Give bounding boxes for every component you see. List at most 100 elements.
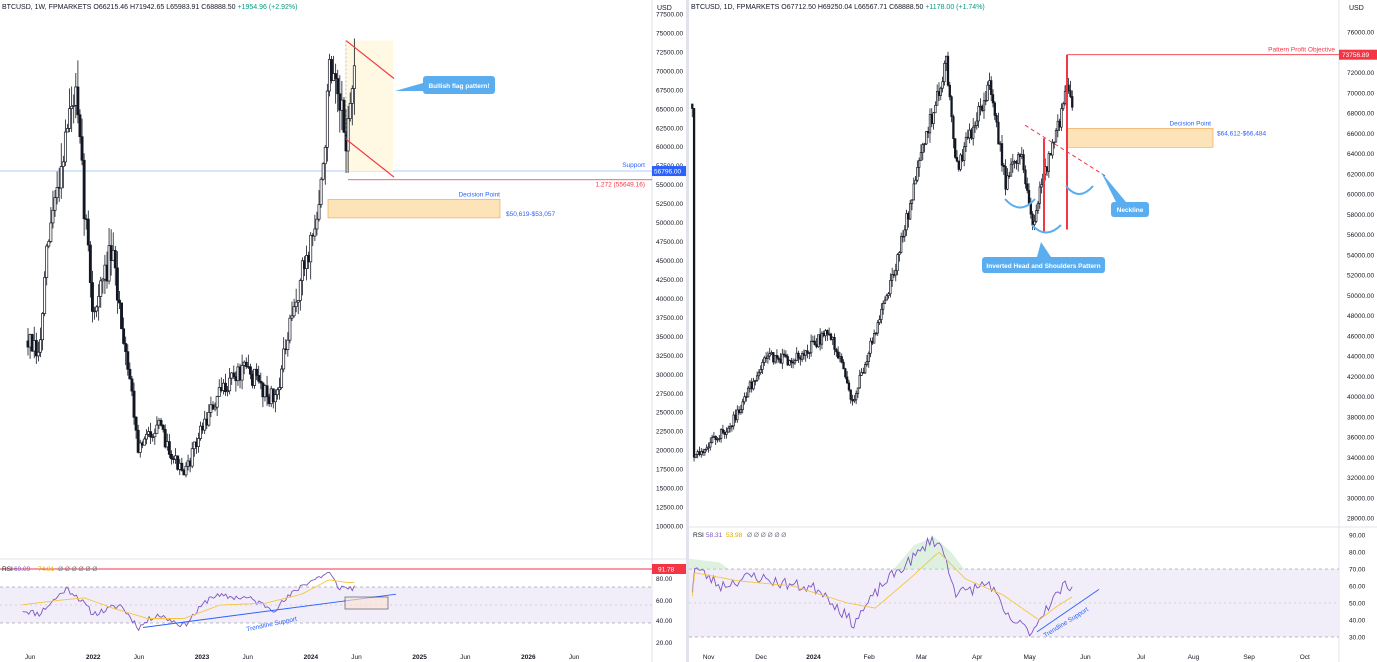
- candle[interactable]: [149, 422, 153, 445]
- candle[interactable]: [907, 211, 910, 228]
- candle[interactable]: [885, 293, 888, 301]
- candle[interactable]: [934, 101, 937, 114]
- candle[interactable]: [145, 429, 148, 445]
- candle[interactable]: [865, 355, 869, 367]
- panel-divider[interactable]: [686, 0, 689, 662]
- candle[interactable]: [892, 269, 896, 278]
- candle[interactable]: [757, 369, 761, 380]
- candle[interactable]: [730, 425, 734, 432]
- neckline[interactable]: [1024, 124, 1106, 177]
- candle[interactable]: [995, 112, 998, 128]
- candle[interactable]: [925, 130, 928, 146]
- daily-chart-svg[interactable]: 76000.0074000.0072000.0070000.0068000.00…: [689, 0, 1377, 662]
- candle[interactable]: [950, 95, 953, 123]
- candle[interactable]: [244, 357, 248, 370]
- candle[interactable]: [1004, 159, 1007, 196]
- candle[interactable]: [873, 329, 876, 344]
- candle[interactable]: [700, 448, 703, 458]
- candle[interactable]: [1022, 149, 1025, 174]
- candle[interactable]: [761, 359, 764, 374]
- candle[interactable]: [120, 302, 123, 330]
- candle[interactable]: [709, 437, 712, 451]
- candle[interactable]: [784, 350, 788, 359]
- candle[interactable]: [82, 153, 86, 236]
- candle[interactable]: [835, 347, 838, 357]
- candle[interactable]: [257, 365, 261, 384]
- candle[interactable]: [860, 368, 863, 377]
- candle[interactable]: [41, 312, 45, 351]
- candle[interactable]: [265, 375, 269, 406]
- candle[interactable]: [1067, 77, 1070, 94]
- candle[interactable]: [1051, 138, 1054, 159]
- candle[interactable]: [280, 365, 284, 390]
- candle[interactable]: [325, 83, 329, 162]
- candle[interactable]: [946, 51, 950, 87]
- candle[interactable]: [39, 327, 42, 358]
- candle[interactable]: [986, 81, 989, 102]
- candle[interactable]: [770, 350, 773, 356]
- candle[interactable]: [705, 444, 708, 452]
- candle[interactable]: [772, 352, 775, 365]
- candle[interactable]: [802, 349, 806, 360]
- candle[interactable]: [786, 354, 789, 366]
- candle[interactable]: [982, 92, 986, 119]
- candle[interactable]: [1009, 158, 1013, 177]
- candle[interactable]: [804, 349, 807, 362]
- candle[interactable]: [1015, 159, 1018, 170]
- candle[interactable]: [153, 428, 157, 445]
- candle[interactable]: [827, 327, 831, 336]
- daily-chart-panel[interactable]: BTCUSD, 1D, FPMARKETS O67712.50 H69250.0…: [689, 0, 1377, 662]
- candle[interactable]: [979, 98, 982, 116]
- candle[interactable]: [775, 349, 779, 364]
- candle[interactable]: [226, 386, 230, 397]
- candle[interactable]: [197, 432, 200, 453]
- candle[interactable]: [113, 245, 117, 286]
- candle[interactable]: [294, 288, 298, 313]
- candle[interactable]: [134, 416, 138, 439]
- candle[interactable]: [66, 123, 69, 133]
- candle[interactable]: [348, 92, 352, 122]
- candle[interactable]: [346, 105, 350, 173]
- candle[interactable]: [853, 394, 856, 403]
- candle[interactable]: [51, 190, 55, 229]
- candle[interactable]: [88, 241, 92, 298]
- candle[interactable]: [964, 132, 968, 153]
- weekly-chart-panel[interactable]: BTCUSD, 1W, FPMARKETS O66215.46 H71942.6…: [0, 0, 686, 662]
- candle[interactable]: [820, 331, 824, 350]
- candle[interactable]: [788, 359, 791, 366]
- candle[interactable]: [727, 425, 730, 433]
- candle[interactable]: [901, 230, 905, 243]
- candle[interactable]: [961, 149, 964, 163]
- candle[interactable]: [342, 97, 346, 134]
- candle[interactable]: [696, 449, 699, 459]
- candle[interactable]: [63, 119, 67, 167]
- candle[interactable]: [1024, 165, 1027, 189]
- candle[interactable]: [759, 365, 762, 375]
- candle[interactable]: [930, 108, 933, 128]
- candle[interactable]: [118, 291, 121, 309]
- candle[interactable]: [914, 175, 917, 185]
- candle[interactable]: [838, 352, 842, 363]
- candle[interactable]: [748, 380, 752, 393]
- candle[interactable]: [845, 371, 849, 384]
- candle[interactable]: [155, 416, 159, 434]
- candle[interactable]: [909, 199, 912, 221]
- decision-zone[interactable]: [327, 199, 501, 219]
- flag-upper-line[interactable]: [345, 40, 395, 79]
- candle[interactable]: [811, 335, 815, 343]
- candle[interactable]: [957, 160, 960, 172]
- candle[interactable]: [728, 422, 732, 433]
- candle[interactable]: [900, 232, 903, 254]
- candle[interactable]: [300, 257, 304, 296]
- candle[interactable]: [1006, 168, 1009, 191]
- candle[interactable]: [68, 88, 72, 133]
- candle[interactable]: [336, 69, 340, 113]
- candle[interactable]: [928, 108, 932, 143]
- candle[interactable]: [1054, 128, 1058, 143]
- flag-lower-line[interactable]: [345, 138, 395, 178]
- candle[interactable]: [745, 392, 748, 402]
- candle[interactable]: [1040, 178, 1043, 194]
- candle[interactable]: [122, 317, 126, 345]
- candle[interactable]: [176, 455, 180, 471]
- candle[interactable]: [138, 439, 142, 458]
